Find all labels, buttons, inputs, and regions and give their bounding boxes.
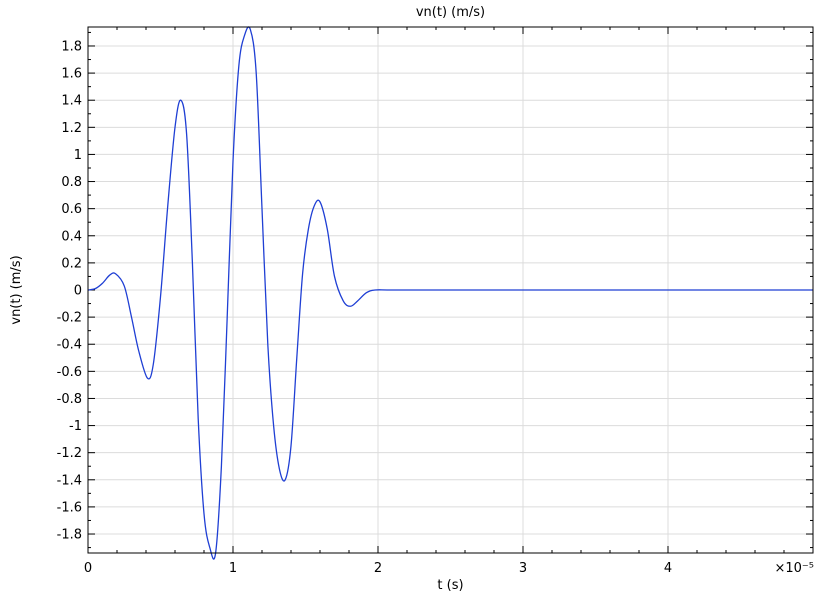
x-tick-label: 0 bbox=[84, 561, 92, 576]
y-tick-label: 1.8 bbox=[61, 39, 82, 54]
y-tick-label: -1.8 bbox=[57, 528, 82, 543]
y-tick-label: 0.2 bbox=[61, 256, 82, 271]
y-axis-label: vn(t) (m/s) bbox=[9, 255, 24, 324]
y-tick-label: 0 bbox=[74, 284, 82, 299]
y-tick-label: 0.6 bbox=[61, 202, 82, 217]
x-tick-label: 2 bbox=[374, 561, 382, 576]
y-tick-label: -1.2 bbox=[57, 446, 82, 461]
y-tick-label: -0.8 bbox=[57, 392, 82, 407]
series-line bbox=[87, 26, 813, 560]
x-tick-label: 1 bbox=[229, 561, 237, 576]
labels: 0 1 2 3 4 1.8 1.6 1.4 1.2 1 0.8 0.6 0.4 0.2 0 -0.2 -0.4 -… bbox=[57, 39, 673, 576]
x-tick-label: 4 bbox=[664, 561, 672, 576]
y-tick-label: -0.4 bbox=[57, 338, 82, 353]
y-tick-label: 0.8 bbox=[61, 175, 82, 190]
y-tick-label: -0.6 bbox=[57, 365, 82, 380]
y-tick-label: 1 bbox=[74, 148, 82, 163]
y-tick-label: 1.4 bbox=[61, 94, 82, 109]
y-tick-label: -0.2 bbox=[57, 311, 82, 326]
x-axis-label: t (s) bbox=[437, 578, 463, 593]
y-tick-label: 1.2 bbox=[61, 121, 82, 136]
y-tick-label: -1.6 bbox=[57, 500, 82, 515]
y-tick-label: -1.4 bbox=[57, 473, 82, 488]
x-tick-label: 3 bbox=[519, 561, 527, 576]
x-axis-multiplier: ×10⁻⁵ bbox=[774, 561, 814, 576]
y-tick-label: 1.6 bbox=[61, 67, 82, 82]
y-tick-label: -1 bbox=[69, 419, 82, 434]
y-tick-label: 0.4 bbox=[61, 229, 82, 244]
plot-frame bbox=[87, 26, 814, 554]
chart-title: vn(t) (m/s) bbox=[416, 5, 485, 20]
series-group bbox=[87, 26, 813, 560]
